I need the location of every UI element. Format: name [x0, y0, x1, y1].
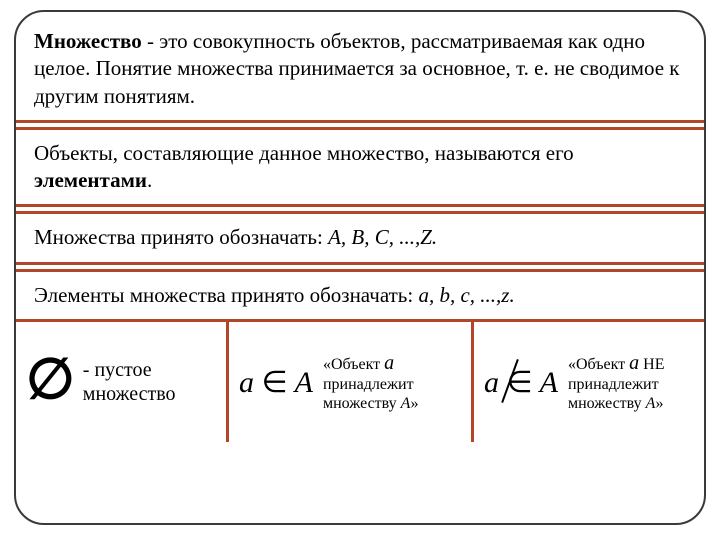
- definition-set: Множество - это совокупность объектов, р…: [16, 12, 704, 120]
- notation-sets: Множества принято обозначать: A, B, C, .…: [16, 214, 704, 261]
- elements-pre: Объекты, составляющие данное множество, …: [34, 141, 574, 165]
- not-element-of-icon: ∈: [507, 365, 533, 400]
- empty-set-label: - пустое множество: [83, 358, 216, 406]
- cell-element-of: a ∈ A «Объект a принадлежит множеству A»: [229, 322, 471, 442]
- term-set: Множество: [34, 29, 142, 53]
- cell-not-element-of: a ∈ A «Объект a НЕ принадлежит множеству…: [474, 322, 704, 442]
- relation-element-of: a ∈ A: [239, 365, 313, 400]
- elements-post: .: [147, 168, 152, 192]
- notation-elements: Элементы множества принято обозначать: a…: [16, 272, 704, 319]
- notation-sets-list: A, B, C, ...,Z.: [328, 225, 437, 249]
- desc-not-element-of: «Объект a НЕ принадлежит множеству A»: [568, 351, 694, 413]
- empty-set-icon: ∅: [26, 352, 75, 408]
- definition-elements: Объекты, составляющие данное множество, …: [16, 130, 704, 205]
- bottom-row: ∅ - пустое множество a ∈ A «Объект a при…: [16, 322, 704, 442]
- notation-sets-pre: Множества принято обозначать:: [34, 225, 328, 249]
- desc-element-of: «Объект a принадлежит множеству A»: [323, 351, 461, 413]
- notation-elements-pre: Элементы множества принято обозначать:: [34, 283, 418, 307]
- relation-not-element-of: a ∈ A: [484, 365, 558, 400]
- dash: -: [142, 29, 160, 53]
- divider-2: [16, 204, 704, 214]
- divider-1: [16, 120, 704, 130]
- cell-empty-set: ∅ - пустое множество: [16, 322, 226, 442]
- term-elements: элементами: [34, 168, 147, 192]
- element-of-icon: ∈: [262, 365, 288, 400]
- definition-card: Множество - это совокупность объектов, р…: [14, 10, 706, 525]
- divider-3: [16, 262, 704, 272]
- notation-elements-list: a, b, c, ...,z.: [418, 283, 514, 307]
